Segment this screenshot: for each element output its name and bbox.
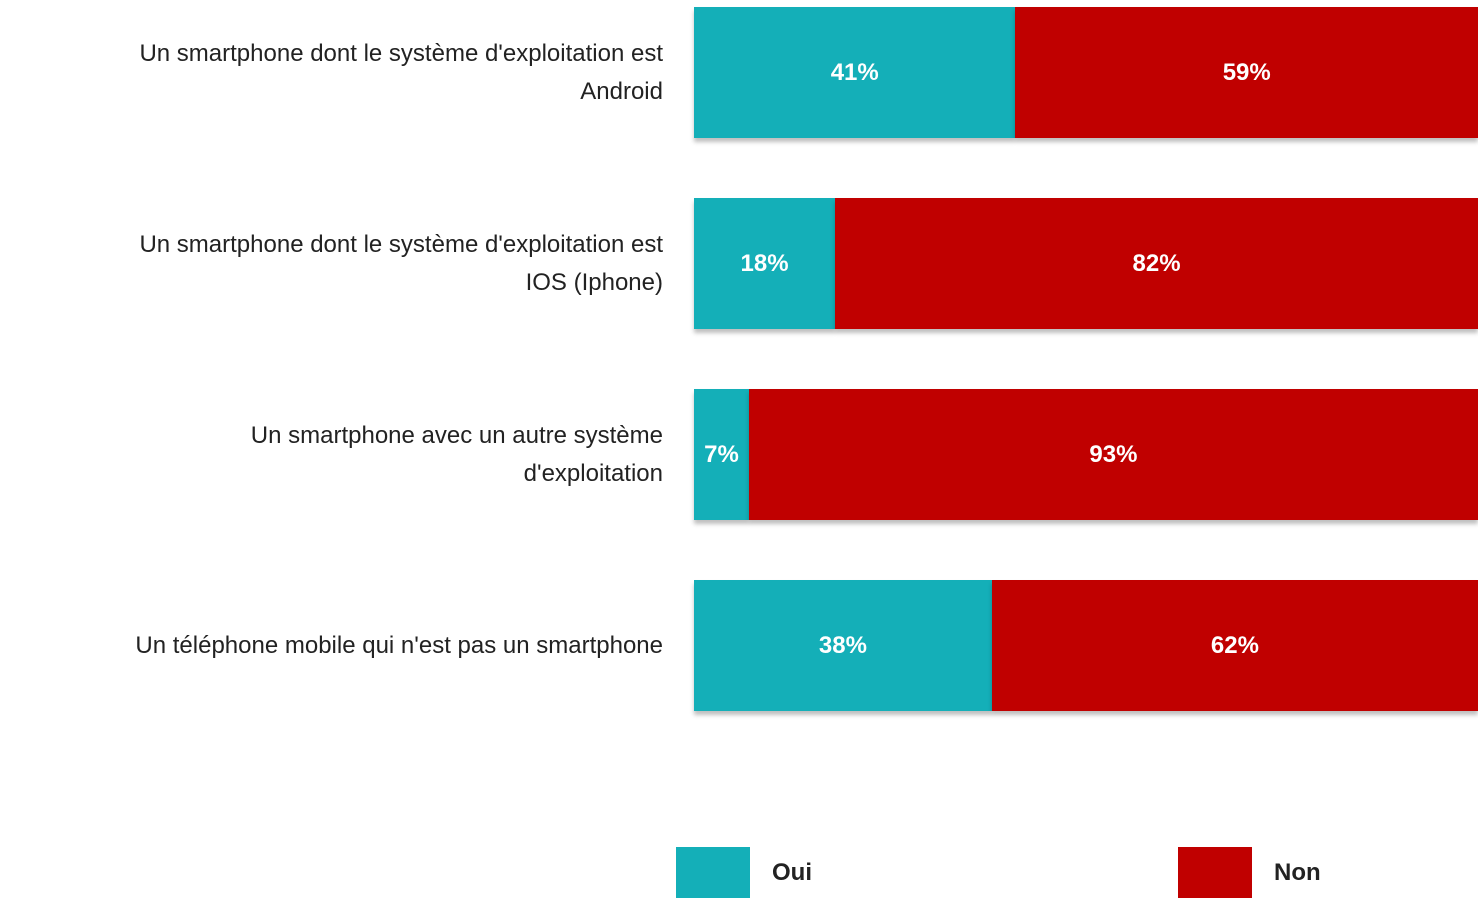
data-label: 38% [818,631,867,659]
bar-segment [694,389,749,520]
data-label: 41% [830,58,879,86]
data-label: 7% [704,440,739,468]
data-label: 82% [1132,249,1181,277]
category-label: Un smartphone dont le système d'exploita… [139,230,663,296]
bar-segment [991,580,1478,711]
data-label: 62% [1210,631,1259,659]
legend-swatch [676,847,750,898]
legend-label: Non [1274,859,1321,886]
category-label: Un smartphone dont le système d'exploita… [139,39,663,105]
data-label: 93% [1089,440,1138,468]
bar-segment [748,389,1478,520]
data-label: 59% [1222,58,1271,86]
bar-segment [694,198,836,329]
bar-segment [694,580,992,711]
category-label: Un téléphone mobile qui n'est pas un sma… [135,631,663,659]
legend-swatch [1178,847,1252,898]
category-label: Un smartphone avec un autre système d'ex… [250,421,663,487]
bar-segment [835,198,1478,329]
bar-segment [694,7,1016,138]
data-label: 18% [740,249,789,277]
legend-label: Oui [772,859,812,886]
bar-segment [1015,7,1478,138]
